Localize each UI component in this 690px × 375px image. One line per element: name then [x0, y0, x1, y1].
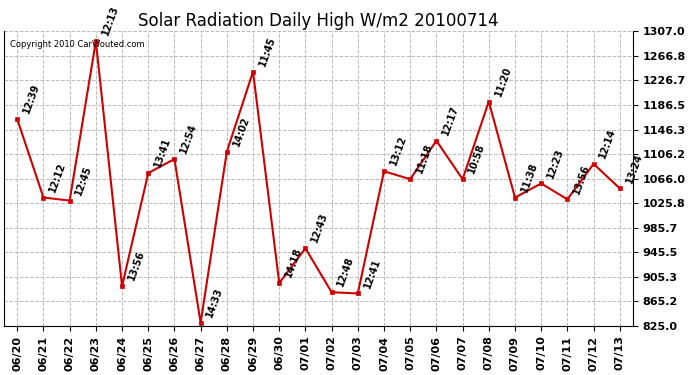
- Text: 12:39: 12:39: [21, 82, 41, 115]
- Text: 13:41: 13:41: [152, 136, 172, 169]
- Text: 10:58: 10:58: [466, 142, 487, 175]
- Text: Copyright 2010 CarWouted.com: Copyright 2010 CarWouted.com: [10, 40, 145, 49]
- Text: 12:43: 12:43: [310, 211, 330, 244]
- Text: 11:45: 11:45: [257, 35, 277, 68]
- Text: 12:23: 12:23: [545, 147, 565, 179]
- Text: 12:13: 12:13: [100, 4, 120, 37]
- Text: 12:14: 12:14: [598, 127, 618, 160]
- Text: 11:38: 11:38: [519, 161, 539, 194]
- Title: Solar Radiation Daily High W/m2 20100714: Solar Radiation Daily High W/m2 20100714: [138, 12, 499, 30]
- Text: 12:48: 12:48: [336, 255, 356, 288]
- Text: 13:56: 13:56: [571, 163, 591, 195]
- Text: 11:18: 11:18: [415, 142, 435, 175]
- Text: 13:24: 13:24: [624, 152, 644, 184]
- Text: 14:02: 14:02: [231, 115, 251, 147]
- Text: 13:56: 13:56: [126, 249, 146, 282]
- Text: 11:20: 11:20: [493, 65, 513, 98]
- Text: 14:18: 14:18: [284, 246, 304, 279]
- Text: 12:54: 12:54: [179, 122, 199, 155]
- Text: 12:12: 12:12: [48, 161, 68, 194]
- Text: 12:17: 12:17: [440, 104, 460, 136]
- Text: 12:45: 12:45: [74, 164, 94, 196]
- Text: 13:12: 13:12: [388, 135, 408, 167]
- Text: 12:41: 12:41: [362, 257, 382, 289]
- Text: 14:33: 14:33: [205, 286, 225, 319]
